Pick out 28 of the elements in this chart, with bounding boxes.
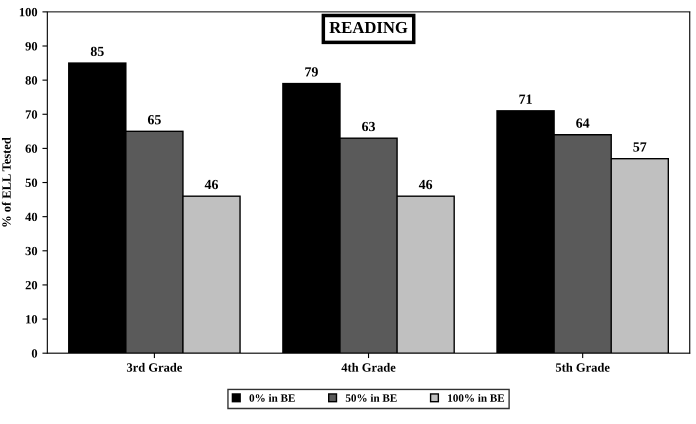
data-label: 85	[90, 46, 104, 56]
y-tick-label: 80	[26, 76, 38, 85]
data-label: 65	[148, 115, 161, 124]
data-label: 46	[418, 180, 432, 190]
data-label: 46	[204, 180, 218, 190]
y-tick-label: 90	[25, 42, 38, 50]
y-tick-label: 30	[26, 246, 38, 256]
data-label: 57	[633, 142, 646, 152]
data-label: 63	[362, 122, 375, 132]
data-label: 79	[305, 67, 318, 77]
x-tick-label: 3rd Grade	[126, 362, 182, 372]
y-tick-label: 20	[26, 280, 38, 290]
y-axis-title: % of ELL Tested	[2, 137, 11, 227]
y-tick-label: 60	[26, 144, 38, 153]
y-tick-label: 0	[32, 349, 38, 358]
y-tick-label: 50	[26, 178, 38, 187]
legend-label: 0% in BE	[249, 394, 295, 402]
data-label: 71	[519, 94, 532, 104]
legend-label: 100% in BE	[448, 394, 504, 402]
legend-label: 50% in BE	[346, 394, 397, 402]
x-tick-label: 5th Grade	[556, 362, 610, 372]
y-tick-label: 70	[26, 110, 38, 119]
chart-title: READING	[329, 22, 408, 34]
y-tick-label: 100	[20, 8, 38, 16]
x-tick-label: 4th Grade	[341, 362, 396, 372]
data-label: 64	[576, 118, 590, 128]
y-tick-label: 40	[25, 212, 38, 222]
y-tick-label: 10	[26, 315, 38, 324]
